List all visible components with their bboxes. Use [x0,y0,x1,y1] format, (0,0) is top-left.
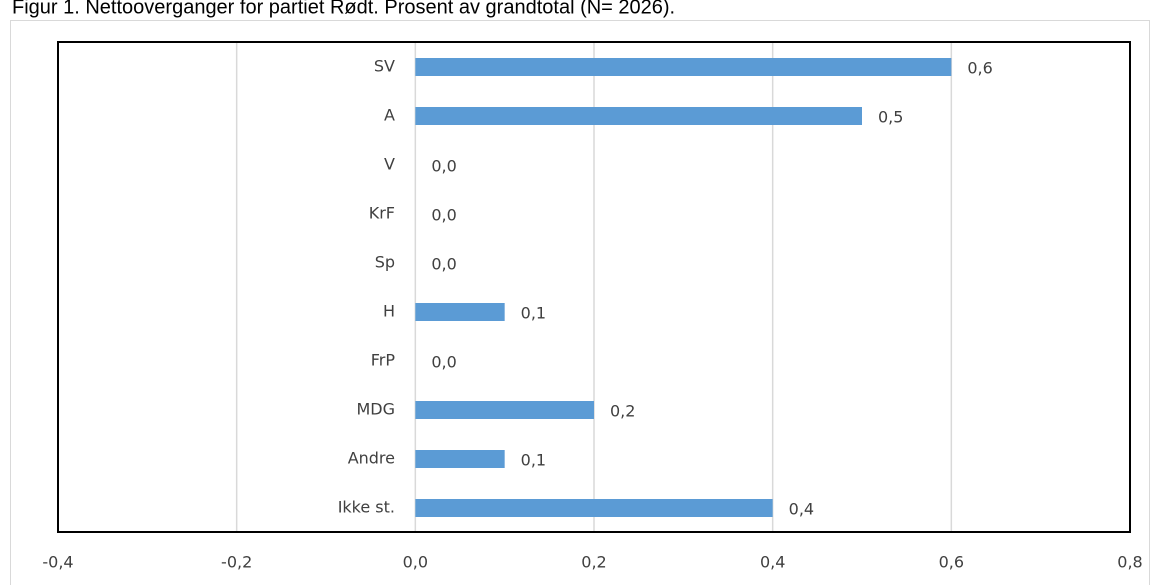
x-tick-label: 0,4 [760,553,785,572]
data-label: 0,0 [431,353,456,372]
x-tick-label: -0,4 [42,553,73,572]
x-tick-label: -0,2 [221,553,252,572]
x-tick-label: 0,0 [403,553,428,572]
data-label: 0,6 [967,59,992,78]
data-label: 0,1 [521,304,546,323]
x-tick-label: 0,8 [1117,553,1142,572]
data-label: 0,0 [431,255,456,274]
x-tick-label: 0,2 [581,553,606,572]
data-label: 0,0 [431,206,456,225]
y-tick-label: Ikke st. [338,498,395,517]
y-tick-label: Sp [375,253,395,272]
data-label: 0,2 [610,402,635,421]
data-label: 0,4 [789,500,814,519]
bar [415,499,773,517]
y-tick-label: V [384,155,395,174]
plot-border [57,41,1131,533]
y-tick-label: FrP [371,351,396,370]
y-tick-label: MDG [356,400,395,419]
bar [415,107,862,125]
y-tick-label: Andre [348,449,395,468]
y-tick-label: SV [374,57,395,76]
y-tick-label: KrF [369,204,395,223]
bar [415,303,505,321]
y-tick-label: A [384,106,395,125]
x-tick-label: 0,6 [939,553,964,572]
data-label: 0,5 [878,108,903,127]
y-tick-label: H [383,302,395,321]
chart-frame [10,20,1150,585]
bar [415,58,952,76]
bar [415,401,594,419]
data-label: 0,1 [521,451,546,470]
chart-title: Figur 1. Nettooverganger for partiet Rød… [12,0,675,18]
data-label: 0,0 [431,157,456,176]
bar [415,450,505,468]
